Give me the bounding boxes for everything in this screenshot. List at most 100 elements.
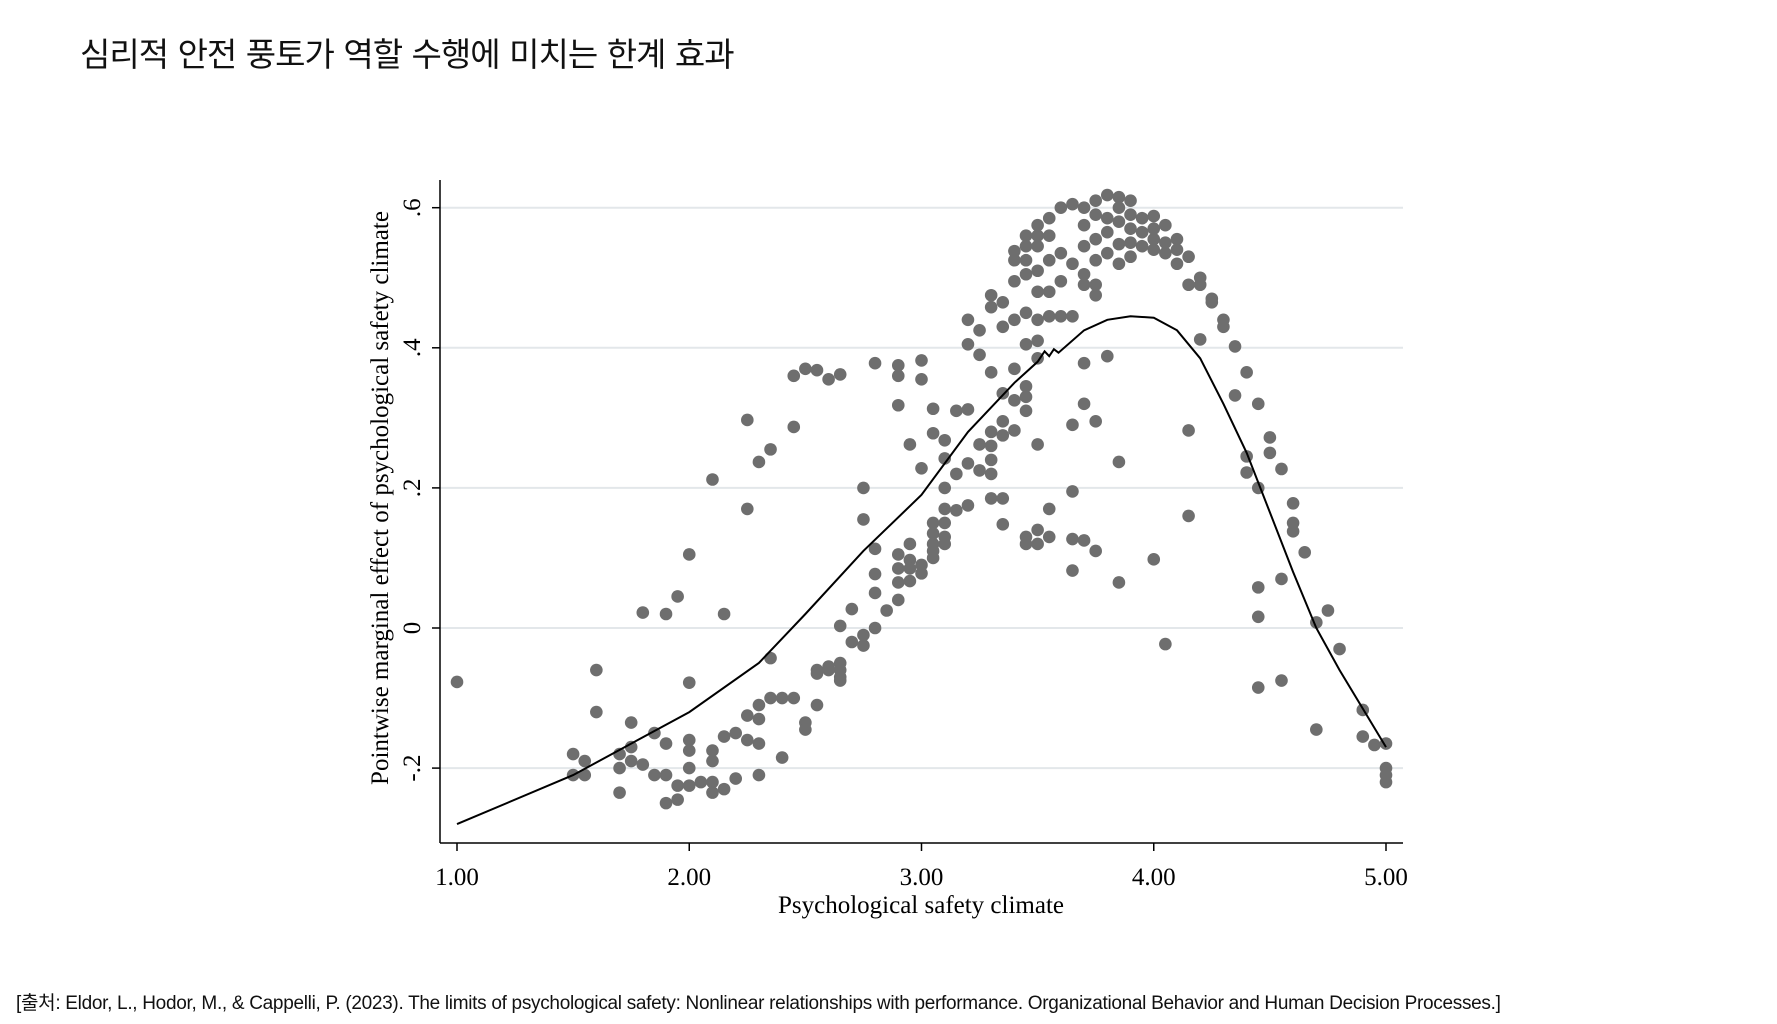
data-point bbox=[1170, 257, 1184, 271]
data-point bbox=[984, 467, 998, 481]
data-point bbox=[1031, 285, 1044, 299]
data-point bbox=[717, 607, 731, 621]
data-point bbox=[996, 429, 1010, 442]
data-point bbox=[903, 438, 917, 451]
data-point bbox=[1251, 397, 1265, 411]
data-point bbox=[915, 373, 928, 386]
data-point bbox=[1077, 278, 1091, 292]
data-point bbox=[1008, 313, 1021, 327]
data-point bbox=[1077, 534, 1091, 547]
data-point bbox=[1356, 730, 1370, 743]
data-point bbox=[1019, 337, 1033, 351]
data-point bbox=[1019, 306, 1033, 320]
data-point bbox=[915, 461, 928, 475]
data-point bbox=[822, 373, 835, 386]
data-point bbox=[1019, 380, 1033, 393]
data-point bbox=[1159, 236, 1172, 250]
data-point bbox=[1310, 723, 1323, 736]
data-point bbox=[1124, 194, 1137, 207]
data-point bbox=[1054, 246, 1068, 260]
data-point bbox=[891, 593, 905, 607]
x-axis-label: Psychological safety climate bbox=[778, 892, 1064, 919]
data-point bbox=[1217, 320, 1230, 334]
y-tick-label: .2 bbox=[399, 479, 426, 498]
data-point bbox=[996, 320, 1010, 334]
data-point bbox=[799, 723, 812, 736]
data-point bbox=[1031, 352, 1044, 365]
data-point bbox=[1333, 642, 1346, 656]
data-point bbox=[1101, 225, 1114, 239]
gridlines bbox=[440, 206, 1403, 770]
data-point bbox=[868, 586, 882, 600]
data-point bbox=[868, 542, 882, 556]
data-point bbox=[857, 513, 870, 526]
data-point bbox=[1089, 194, 1102, 207]
data-point bbox=[741, 502, 754, 516]
data-point bbox=[706, 744, 719, 757]
data-point bbox=[1193, 333, 1207, 346]
data-point bbox=[659, 607, 673, 621]
data-point bbox=[764, 651, 777, 665]
data-point bbox=[1042, 211, 1056, 225]
data-point bbox=[961, 457, 975, 470]
data-point bbox=[741, 709, 754, 722]
data-point bbox=[1019, 229, 1033, 243]
data-point bbox=[706, 473, 719, 486]
data-point bbox=[624, 716, 638, 729]
data-point bbox=[1089, 544, 1102, 558]
data-point bbox=[1112, 215, 1126, 229]
data-point bbox=[752, 737, 766, 750]
data-point bbox=[1182, 250, 1195, 264]
data-point bbox=[1124, 236, 1137, 250]
data-point bbox=[1089, 253, 1102, 267]
data-point bbox=[915, 567, 928, 580]
data-point bbox=[1112, 576, 1126, 589]
y-tick-label: .6 bbox=[399, 198, 426, 217]
data-point bbox=[799, 362, 812, 376]
data-point bbox=[1170, 243, 1184, 257]
data-point bbox=[822, 663, 835, 677]
data-point bbox=[1042, 285, 1056, 299]
data-point bbox=[950, 504, 963, 517]
data-point bbox=[590, 663, 603, 677]
data-point bbox=[578, 754, 592, 768]
data-point bbox=[706, 775, 719, 789]
data-point bbox=[1124, 222, 1137, 236]
data-point bbox=[973, 323, 986, 337]
data-point bbox=[1112, 237, 1126, 251]
data-point bbox=[926, 426, 940, 440]
data-point bbox=[961, 403, 975, 416]
data-point bbox=[1019, 537, 1033, 551]
data-point bbox=[659, 768, 673, 782]
data-point bbox=[1159, 637, 1172, 651]
data-point bbox=[1077, 218, 1091, 232]
data-point bbox=[996, 518, 1010, 531]
data-point bbox=[682, 761, 696, 775]
data-point bbox=[1228, 389, 1242, 402]
data-point bbox=[706, 786, 719, 799]
data-point bbox=[1031, 438, 1044, 451]
data-point bbox=[1228, 340, 1242, 353]
data-point bbox=[717, 730, 731, 743]
data-point bbox=[1077, 201, 1091, 214]
data-point bbox=[1089, 415, 1102, 428]
data-point bbox=[926, 516, 940, 530]
data-point bbox=[973, 438, 986, 451]
data-point bbox=[996, 415, 1010, 428]
data-point bbox=[857, 639, 870, 652]
data-point bbox=[1286, 525, 1300, 538]
data-point bbox=[891, 576, 905, 589]
fitted-curve bbox=[456, 315, 1387, 826]
data-point bbox=[1019, 267, 1033, 281]
data-point bbox=[1275, 572, 1288, 586]
page-title: 심리적 안전 풍토가 역할 수행에 미치는 한계 효과 bbox=[80, 35, 735, 74]
source-caption: [출처: Eldor, L., Hodor, M., & Cappelli, P… bbox=[16, 993, 1501, 1014]
data-point bbox=[903, 537, 917, 551]
data-point bbox=[1042, 530, 1056, 544]
data-point bbox=[1066, 257, 1079, 271]
data-point bbox=[1263, 446, 1277, 460]
data-point bbox=[671, 793, 684, 806]
data-point bbox=[1008, 424, 1021, 437]
data-point bbox=[961, 337, 975, 351]
data-point bbox=[1275, 462, 1288, 476]
